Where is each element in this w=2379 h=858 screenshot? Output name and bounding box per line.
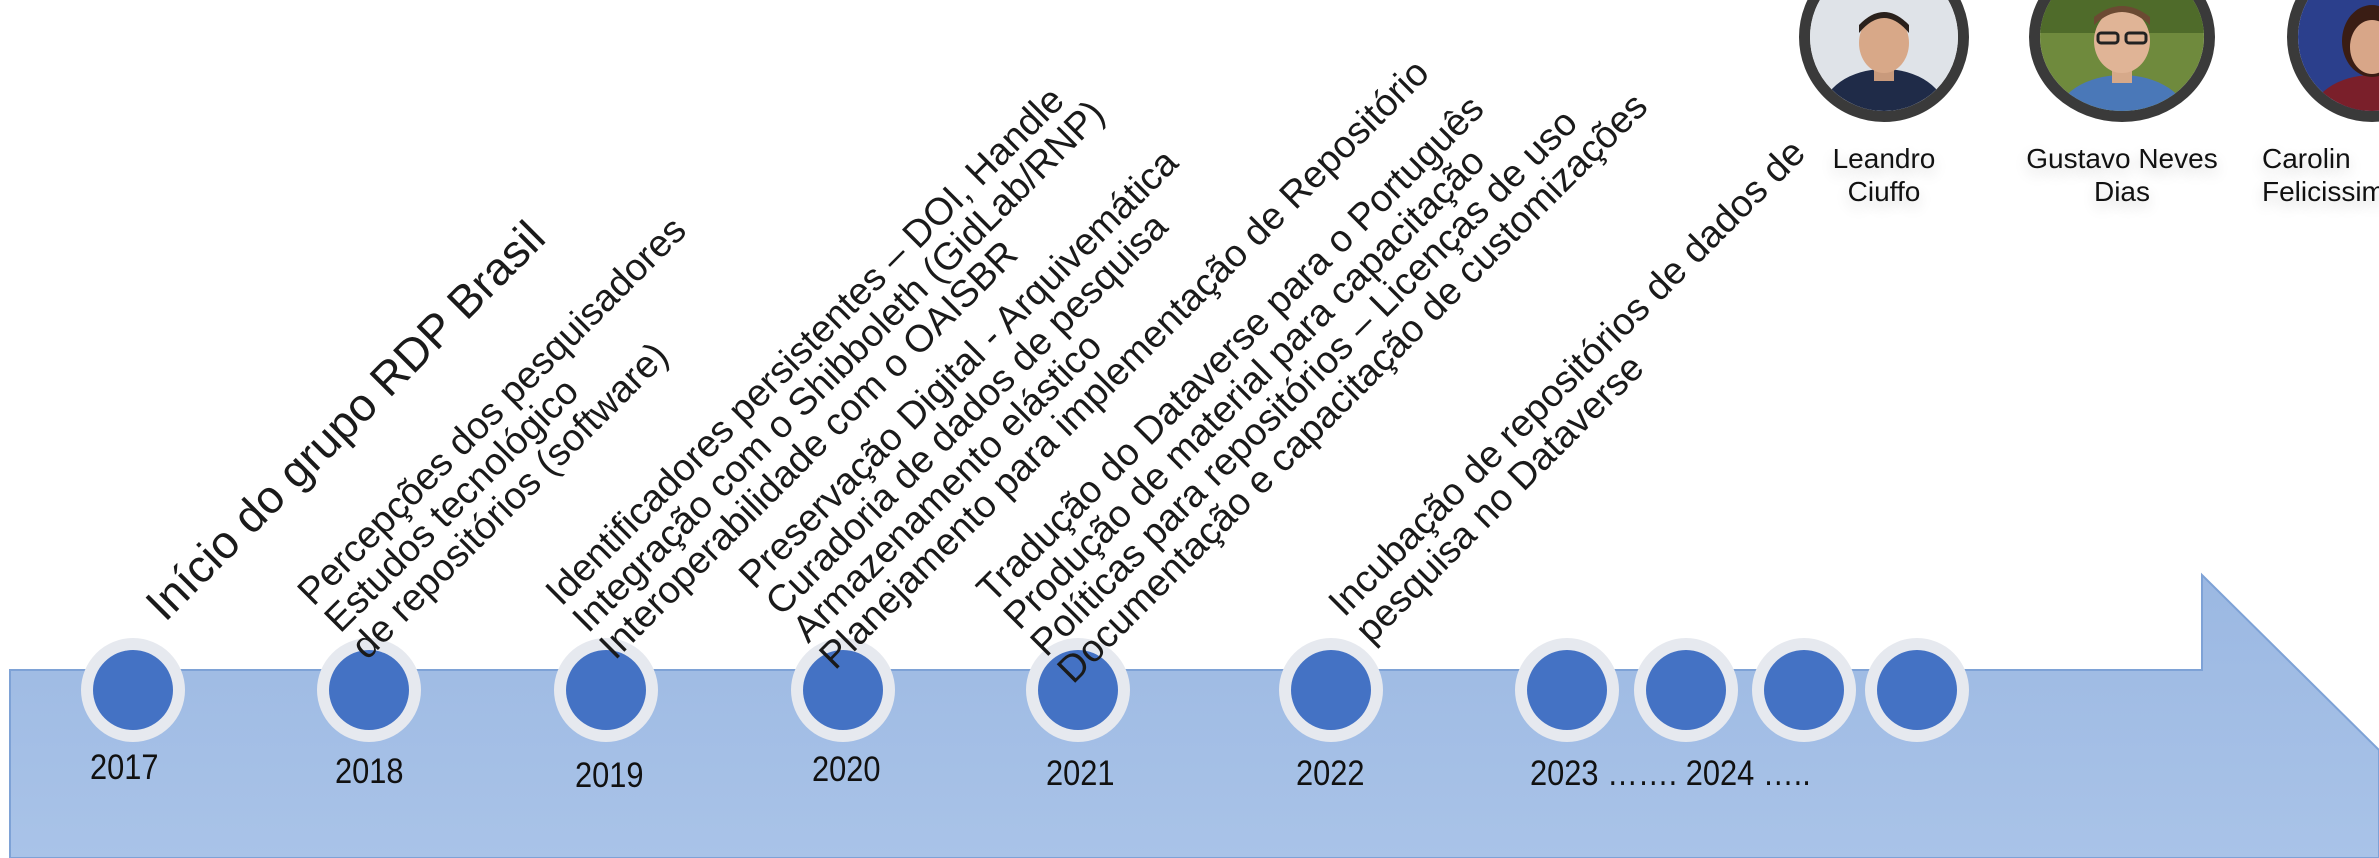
dot-2020: [791, 638, 895, 742]
dot-2023-b: [1634, 638, 1738, 742]
year-label-2018: 2018: [335, 752, 404, 791]
dot-2022: [1279, 638, 1383, 742]
person-name-line: Ciuffo: [1847, 176, 1921, 208]
person-name-line: Felicissim: [2262, 176, 2379, 208]
person-photo-icon: [2029, 0, 2215, 122]
person-name: Gustavo Neves Dias: [2002, 142, 2242, 208]
person-name-line: Carolin: [2262, 143, 2351, 174]
person-photo-icon: [2287, 0, 2379, 122]
dot-2019: [554, 638, 658, 742]
person-leandro: Leandro Ciuffo: [1764, 0, 2004, 208]
year-label-2017: 2017: [90, 748, 159, 787]
person-gustavo: Gustavo Neves Dias: [2002, 0, 2242, 208]
person-name-line: Leandro: [1832, 143, 1936, 174]
year-label-2021: 2021: [1046, 754, 1115, 793]
person-photo-icon: [1799, 0, 1969, 122]
year-label-2019: 2019: [575, 756, 644, 795]
year-label-2023-2024: 2023 ……. 2024 …..: [1530, 754, 1811, 793]
dot-2021: [1026, 638, 1130, 742]
person-name-line: Dias: [2093, 176, 2150, 208]
year-label-2020: 2020: [812, 750, 881, 789]
dot-2024-a: [1752, 638, 1856, 742]
dot-2018: [317, 638, 421, 742]
person-name: Leandro Ciuffo: [1764, 142, 2004, 208]
year-label-2022: 2022: [1296, 754, 1365, 793]
person-carolin: Carolin Felicissim: [2252, 0, 2379, 208]
dot-2017: [81, 638, 185, 742]
dot-2023-a: [1515, 638, 1619, 742]
dot-2024-b: [1865, 638, 1969, 742]
person-name-line: Gustavo Neves: [2026, 143, 2218, 174]
person-name: Carolin Felicissim: [2252, 142, 2379, 208]
